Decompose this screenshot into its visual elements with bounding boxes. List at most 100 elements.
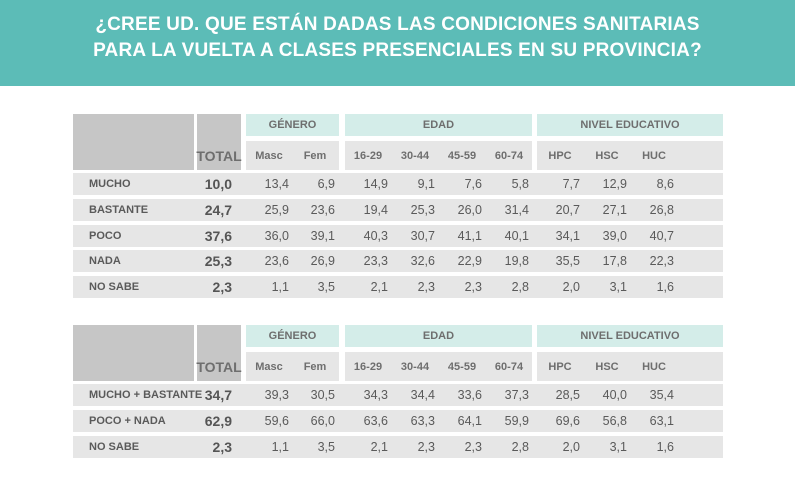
subgroup-header: Fem — [303, 360, 327, 373]
row-value: 25,3 — [410, 202, 435, 217]
row-value: 36,0 — [264, 228, 289, 243]
subgroup-header: 45-59 — [447, 149, 477, 162]
row-value: 23,6 — [310, 202, 335, 217]
row-value: 26,0 — [457, 202, 482, 217]
row-value: 25,9 — [264, 202, 289, 217]
total-column-header: TOTAL — [196, 114, 242, 170]
row-value: 20,7 — [555, 202, 580, 217]
header-corner — [73, 325, 194, 381]
row-value: 28,5 — [555, 388, 580, 402]
row-value: 59,6 — [264, 413, 289, 428]
row-value: 64,1 — [457, 413, 482, 428]
row-value: 22,9 — [457, 254, 482, 269]
row-value: 30,7 — [410, 228, 435, 243]
row-value: 12,9 — [602, 177, 627, 191]
subgroup-header: 60-74 — [494, 360, 524, 373]
subgroup-header: HPC — [548, 149, 572, 162]
row-value: 31,4 — [504, 202, 529, 217]
table-row — [73, 173, 723, 195]
row-value: 6,9 — [317, 177, 335, 191]
subgroup-header: 30-44 — [400, 360, 430, 373]
row-value: 2,1 — [370, 280, 388, 295]
row-value: 39,3 — [264, 388, 289, 402]
subgroup-header: HPC — [548, 360, 572, 373]
subgroup-header: 45-59 — [447, 360, 477, 373]
row-value: 22,3 — [649, 254, 674, 269]
row-value: 41,1 — [457, 228, 482, 243]
row-value: 40,7 — [649, 228, 674, 243]
row-value: 35,4 — [649, 388, 674, 402]
row-value: 1,6 — [656, 280, 674, 295]
row-value: 2,1 — [370, 439, 388, 454]
subgroup-header: 16-29 — [353, 149, 383, 162]
page-title-line-2: PARA LA VUELTA A CLASES PRESENCIALES EN … — [93, 40, 702, 61]
subgroup-header: HUC — [642, 149, 666, 162]
row-value: 23,3 — [363, 254, 388, 269]
table-row — [73, 276, 723, 299]
row-value: 3,1 — [609, 439, 627, 454]
subheader-band — [345, 352, 532, 381]
subgroup-header: 16-29 — [353, 360, 383, 373]
row-value: 19,8 — [504, 254, 529, 269]
row-value: 40,3 — [363, 228, 388, 243]
title-banner: ¿CREE UD. QUE ESTÁN DADAS LAS CONDICIONE… — [0, 0, 795, 86]
row-value: 17,8 — [602, 254, 627, 269]
subgroup-header: 30-44 — [400, 149, 430, 162]
row-value: 13,4 — [264, 177, 289, 191]
row-label: POCO + NADA — [89, 414, 166, 427]
row-label: BASTANTE — [89, 203, 149, 216]
row-value: 26,8 — [649, 202, 674, 217]
row-value: 34,3 — [363, 388, 388, 402]
row-total: 34,7 — [204, 387, 232, 403]
table-row — [73, 198, 723, 221]
row-value: 3,1 — [609, 280, 627, 295]
row-value: 3,5 — [317, 280, 335, 295]
row-value: 33,6 — [457, 388, 482, 402]
group-header: NIVEL EDUCATIVO — [537, 114, 723, 136]
header-corner — [73, 114, 194, 170]
row-total: 24,7 — [204, 201, 232, 218]
row-value: 7,6 — [464, 177, 482, 191]
subgroup-header: Masc — [255, 149, 283, 162]
row-value: 39,0 — [602, 228, 627, 243]
row-label: MUCHO + BASTANTE — [89, 389, 203, 401]
row-value: 63,6 — [363, 413, 388, 428]
row-value: 59,9 — [504, 413, 529, 428]
row-label: POCO — [89, 229, 122, 242]
row-value: 37,3 — [504, 388, 529, 402]
row-value: 2,3 — [417, 280, 435, 295]
row-value: 23,6 — [264, 254, 289, 269]
row-label: NO SABE — [89, 440, 140, 453]
group-header: GÉNERO — [246, 325, 339, 347]
row-value: 2,3 — [464, 280, 482, 295]
row-value: 40,1 — [504, 228, 529, 243]
group-header: EDAD — [345, 325, 532, 347]
row-label: NADA — [89, 255, 121, 268]
row-value: 8,6 — [656, 177, 674, 191]
table-row — [73, 435, 723, 458]
row-value: 34,1 — [555, 228, 580, 243]
row-value: 9,1 — [417, 177, 435, 191]
row-value: 26,9 — [310, 254, 335, 269]
row-label: MUCHO — [89, 178, 131, 190]
row-total: 25,3 — [204, 253, 232, 270]
table-row — [73, 224, 723, 247]
row-value: 3,5 — [317, 439, 335, 454]
row-value: 66,0 — [310, 413, 335, 428]
total-column-header: TOTAL — [196, 325, 242, 381]
row-label: NO SABE — [89, 281, 140, 294]
page-title-line-1: ¿CREE UD. QUE ESTÁN DADAS LAS CONDICIONE… — [95, 14, 700, 35]
row-value: 40,0 — [602, 388, 627, 402]
row-total: 2,3 — [212, 279, 232, 296]
row-value: 56,8 — [602, 413, 627, 428]
subheader-band — [537, 141, 723, 170]
row-value: 2,0 — [562, 439, 580, 454]
row-value: 14,9 — [363, 177, 388, 191]
row-value: 2,3 — [417, 439, 435, 454]
row-value: 63,3 — [410, 413, 435, 428]
table-row — [73, 409, 723, 432]
row-value: 63,1 — [649, 413, 674, 428]
subheader-band — [537, 352, 723, 381]
row-value: 19,4 — [363, 202, 388, 217]
row-value: 30,5 — [310, 388, 335, 402]
